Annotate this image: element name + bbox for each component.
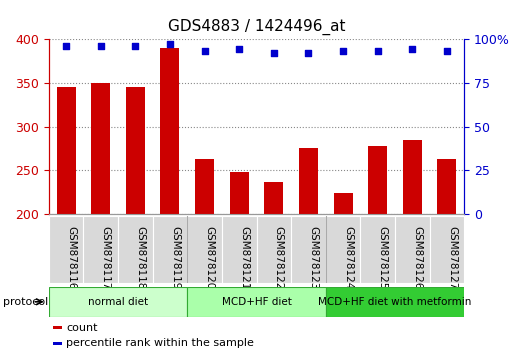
Bar <box>326 287 464 317</box>
Bar <box>161 48 180 214</box>
Text: GSM878121: GSM878121 <box>239 226 249 290</box>
Text: MCD+HF diet: MCD+HF diet <box>222 297 291 307</box>
Point <box>235 47 243 52</box>
Text: GSM878123: GSM878123 <box>308 226 319 290</box>
Bar <box>187 216 222 283</box>
Text: GSM878126: GSM878126 <box>412 226 422 290</box>
Bar <box>264 182 283 214</box>
Point <box>62 43 70 49</box>
Text: GSM878119: GSM878119 <box>170 226 180 290</box>
Bar <box>438 159 457 214</box>
Bar <box>368 146 387 214</box>
Point <box>166 41 174 47</box>
Bar <box>118 216 153 283</box>
Point <box>96 43 105 49</box>
Bar <box>291 216 326 283</box>
Bar <box>230 172 249 214</box>
Text: GSM878122: GSM878122 <box>274 226 284 290</box>
Bar <box>53 326 62 330</box>
Bar <box>153 216 187 283</box>
Bar <box>49 287 187 317</box>
Bar <box>299 148 318 214</box>
Point <box>201 48 209 54</box>
Bar <box>187 287 326 317</box>
Text: percentile rank within the sample: percentile rank within the sample <box>66 338 254 348</box>
Bar <box>429 216 464 283</box>
Point <box>131 43 140 49</box>
Text: GSM878116: GSM878116 <box>66 226 76 290</box>
Bar <box>333 193 352 214</box>
Text: GSM878124: GSM878124 <box>343 226 353 290</box>
Point <box>373 48 382 54</box>
Text: GSM878120: GSM878120 <box>205 226 214 289</box>
Bar <box>403 140 422 214</box>
Text: normal diet: normal diet <box>88 297 148 307</box>
Bar <box>195 159 214 214</box>
Text: protocol: protocol <box>3 297 48 307</box>
Point <box>270 50 278 56</box>
Bar <box>83 216 118 283</box>
Bar <box>326 216 360 283</box>
Text: GSM878127: GSM878127 <box>447 226 457 290</box>
Text: GSM878125: GSM878125 <box>378 226 388 290</box>
Bar <box>91 83 110 214</box>
Point <box>443 48 451 54</box>
Text: count: count <box>66 322 97 332</box>
Point <box>304 50 312 56</box>
Bar <box>53 342 62 346</box>
Bar <box>56 87 75 214</box>
Bar <box>395 216 429 283</box>
Point <box>408 47 417 52</box>
Bar <box>256 216 291 283</box>
Bar <box>49 216 83 283</box>
Text: MCD+HF diet with metformin: MCD+HF diet with metformin <box>319 297 471 307</box>
Bar <box>222 216 256 283</box>
Text: GSM878117: GSM878117 <box>101 226 111 290</box>
Title: GDS4883 / 1424496_at: GDS4883 / 1424496_at <box>168 19 345 35</box>
Bar <box>360 216 395 283</box>
Bar <box>126 87 145 214</box>
Point <box>339 48 347 54</box>
Text: GSM878118: GSM878118 <box>135 226 145 290</box>
